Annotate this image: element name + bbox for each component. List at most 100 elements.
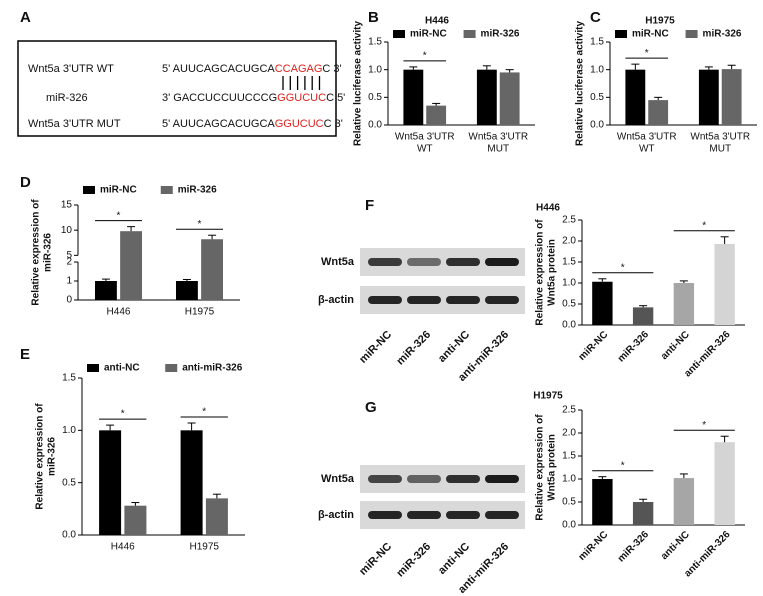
x-tick-label: anti-NC (659, 329, 692, 362)
sequence: 5' AUUCAGCACUGCACCAGAGC 3' (162, 63, 342, 75)
x-tick-label: Wnt5a 3'UTR (617, 132, 677, 143)
y-tick-label: 0 (66, 295, 72, 306)
significance-label: * (645, 48, 649, 59)
significance-label: * (621, 460, 625, 471)
legend-label: miR-326 (481, 29, 520, 40)
legend-swatch (685, 30, 698, 38)
y-tick-label: 1.5 (62, 373, 76, 384)
y-tick-label: 2.5 (562, 215, 576, 226)
significance-label: * (423, 51, 427, 62)
x-tick-label: H1975 (190, 542, 220, 553)
panel-label: B (368, 9, 379, 26)
y-tick-label: 0.0 (368, 120, 382, 131)
legend-label: miR-NC (632, 29, 669, 40)
chart-title: H446 (536, 203, 560, 214)
y-axis-label: Relative expression of (31, 199, 42, 306)
significance-label: * (121, 409, 125, 420)
y-tick-label: 0.0 (590, 120, 604, 131)
legend-label: miR-326 (703, 29, 742, 40)
sequence-highlight: GGUCUC (277, 92, 326, 104)
y-tick-label: 15 (61, 200, 73, 211)
bar (175, 281, 198, 300)
bar (632, 502, 654, 525)
blot-band (368, 258, 402, 266)
y-tick-label: 10 (61, 225, 73, 236)
legend-label: miR-NC (410, 29, 447, 40)
legend-label: miR-NC (100, 185, 137, 196)
significance-label: * (702, 220, 706, 231)
legend-label: miR-326 (178, 185, 217, 196)
y-tick-label: 1.0 (562, 278, 576, 289)
blot-row-label: Wnt5a (321, 256, 355, 268)
sequence: 5' AUUCAGCACUGCAGGUCUCC 3' (162, 118, 343, 130)
panel-label: A (20, 9, 31, 26)
bar (714, 442, 735, 525)
x-tick-label: H446 (111, 542, 135, 553)
significance-label: * (621, 262, 625, 273)
x-tick-label: WT (417, 144, 433, 155)
blot-band (368, 296, 402, 304)
sequence-prefix: 5' AUUCAGCACUGCA (162, 63, 275, 75)
y-axis-label: miR-326 (43, 233, 54, 272)
blot-band (407, 258, 441, 266)
y-tick-label: 0.0 (562, 520, 576, 531)
bar (592, 479, 613, 525)
y-tick-label: 0.5 (562, 497, 576, 508)
x-tick-label: miR-326 (616, 329, 652, 365)
bar (99, 430, 122, 535)
blot-band (407, 475, 441, 483)
x-tick-label: Wnt5a 3'UTR (468, 132, 528, 143)
blot-lane-label: anti-NC (436, 329, 472, 365)
y-tick-label: 1.5 (562, 257, 576, 268)
panel-label: F (365, 197, 374, 214)
sequence-name: Wnt5a 3'UTR WT (28, 63, 114, 75)
legend-swatch (83, 186, 95, 194)
bar (698, 69, 719, 125)
y-tick-label: 2.0 (562, 236, 576, 247)
x-tick-label: MUT (487, 144, 509, 155)
bar (426, 105, 447, 125)
blot-row-label: Wnt5a (321, 473, 355, 485)
y-tick-label: 0.0 (62, 530, 76, 541)
blot-lane-label: miR-NC (357, 541, 394, 578)
y-tick-label: 1.5 (590, 37, 604, 48)
blot-band (485, 258, 519, 266)
blot-lane-label: miR-326 (394, 329, 433, 368)
significance-label: * (117, 210, 121, 221)
x-tick-label: miR-326 (616, 529, 652, 565)
blot-band (446, 511, 480, 519)
sequence-prefix: 5' AUUCAGCACUGCA (162, 118, 275, 130)
blot-row-label: β-actin (318, 294, 354, 306)
chart-title: H1975 (533, 391, 563, 402)
blot-band (368, 511, 402, 519)
sequence-highlight: CCAGAG (275, 63, 323, 75)
panel-label: E (20, 346, 30, 363)
blot-band (485, 475, 519, 483)
blot-row-label: β-actin (318, 509, 354, 521)
bar (499, 72, 520, 125)
y-tick-label: 2 (66, 257, 72, 268)
blot-band (407, 296, 441, 304)
y-tick-label: 2.0 (562, 428, 576, 439)
y-tick-label: 0.5 (368, 92, 382, 103)
bar (201, 239, 224, 300)
sequence-box (17, 40, 337, 137)
y-tick-label: 1.0 (368, 64, 382, 75)
chart-title: H446 (425, 16, 449, 27)
bar (714, 243, 735, 325)
x-tick-label: MUT (709, 144, 731, 155)
sequence-suffix: C 3' (322, 63, 341, 75)
legend-swatch (165, 364, 178, 372)
y-tick-label: 5 (66, 250, 72, 261)
legend-swatch (463, 30, 476, 38)
y-tick-label: 1 (66, 276, 72, 287)
blot-lane-label: miR-326 (394, 541, 433, 580)
x-tick-label: Wnt5a 3'UTR (690, 132, 750, 143)
blot-band (485, 296, 519, 304)
y-axis-label: Relative luciferase activity (353, 21, 364, 147)
blot-band (446, 296, 480, 304)
blot-band (407, 511, 441, 519)
y-tick-label: 0.5 (562, 299, 576, 310)
sequence-name: miR-326 (46, 92, 88, 104)
bar (476, 69, 497, 125)
